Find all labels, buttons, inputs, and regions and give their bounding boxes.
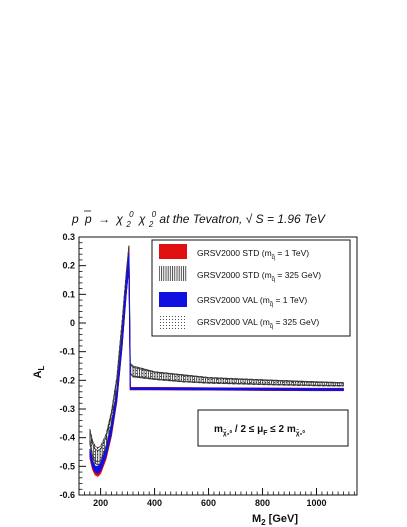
x-axis-title: M2 [GeV] bbox=[252, 513, 298, 527]
plot-frame bbox=[78, 236, 358, 496]
series-line bbox=[89, 267, 344, 475]
y-axis-title: AL bbox=[32, 365, 46, 378]
y-tick-label: 0 bbox=[70, 318, 75, 328]
chart-title: p p → χ 2 0 χ 2 0 at the Tevatron, √ S =… bbox=[71, 206, 326, 230]
scale-annotation-text: mχ̃₂⁰ / 2 ≤ μF ≤ 2 mχ̃₂⁰ bbox=[214, 424, 305, 437]
legend-label-std-1tev: GRSV2000 STD (mq̃ = 1 TeV) bbox=[197, 248, 309, 261]
y-tick-label: -0.4 bbox=[59, 433, 75, 443]
y-tick-label: 0.2 bbox=[62, 261, 75, 271]
y-tick-label: 0.3 bbox=[62, 232, 75, 242]
legend: GRSV2000 STD (mq̃ = 1 TeV) GRSV2000 STD … bbox=[151, 239, 351, 337]
legend-swatch-std-1tev bbox=[159, 244, 187, 259]
scale-annotation-box bbox=[197, 409, 349, 447]
series-line bbox=[89, 252, 344, 467]
y-tick-label: -0.3 bbox=[59, 404, 75, 414]
x-tick-label: 1000 bbox=[306, 498, 326, 508]
y-tick-label: -0.2 bbox=[59, 375, 75, 385]
axes: 200 400 600 800 1000 -0.6 -0.5 -0.4 -0.3 -0.2 -0.1… bbox=[59, 232, 355, 508]
legend-swatch-val-325gev bbox=[159, 314, 187, 329]
y-tick-label: -0.6 bbox=[59, 490, 75, 500]
legend-label-val-325gev: GRSV2000 VAL (mq̃ = 325 GeV) bbox=[197, 317, 319, 330]
y-tick-label: -0.1 bbox=[59, 347, 75, 357]
series-line bbox=[89, 245, 344, 449]
series-layer bbox=[89, 245, 344, 477]
legend-label-std-325gev: GRSV2000 STD (mq̃ = 325 GeV) bbox=[197, 270, 321, 283]
x-tick-label: 200 bbox=[93, 498, 108, 508]
x-tick-label: 600 bbox=[201, 498, 216, 508]
legend-label-val-1tev: GRSV2000 VAL (mq̃ = 1 TeV) bbox=[197, 295, 307, 308]
y-tick-label: -0.5 bbox=[59, 461, 75, 471]
scale-annotation: mχ̃₂⁰ / 2 ≤ μF ≤ 2 mχ̃₂⁰ bbox=[197, 409, 349, 447]
x-tick-label: 800 bbox=[255, 498, 270, 508]
legend-swatch-val-1tev bbox=[159, 292, 187, 307]
y-tick-label: 0.1 bbox=[62, 289, 75, 299]
x-tick-label: 400 bbox=[147, 498, 162, 508]
legend-swatch-std-325gev bbox=[159, 266, 187, 281]
